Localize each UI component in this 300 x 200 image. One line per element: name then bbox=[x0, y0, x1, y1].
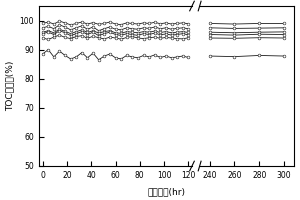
Legend: 实施例1(Ru/CeO₂-TiO₂), 实施例2(Pd/CeO₂-TiO₂), 实施例3(Pt/CeO₂-TiO₂), 实施例4(Ru-Pt/CeO₂-TiO₂: 实施例1(Ru/CeO₂-TiO₂), 实施例2(Pd/CeO₂-TiO₂), … bbox=[209, 118, 291, 163]
Y-axis label: TOC去除率(%): TOC去除率(%) bbox=[5, 61, 14, 111]
Text: 运行时间(hr): 运行时间(hr) bbox=[148, 187, 185, 196]
